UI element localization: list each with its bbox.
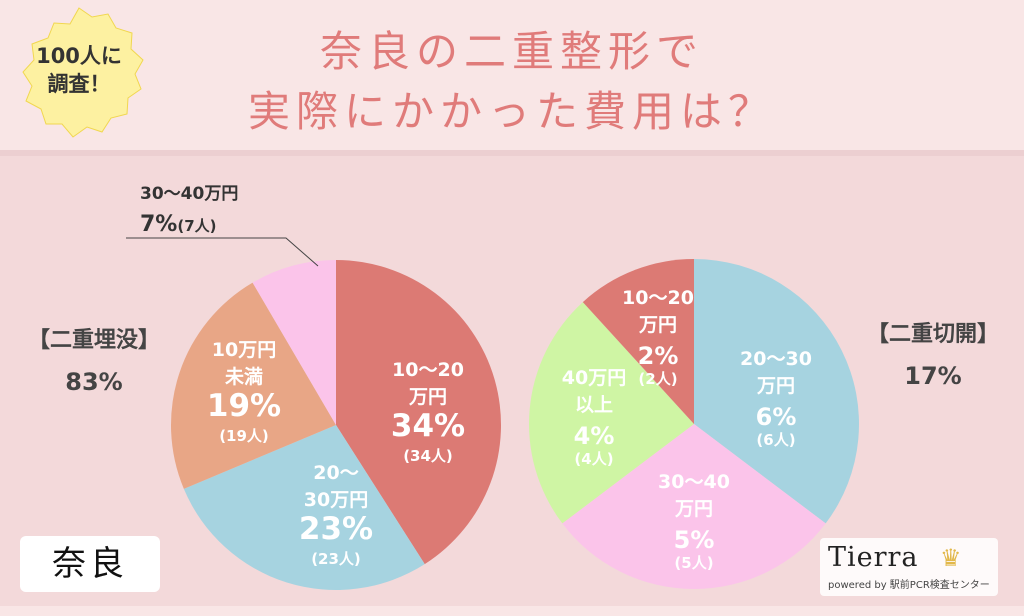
pie2-slice-3-label: 40万円以上 4% (4人) [562,367,626,468]
callout-label: 30〜40万円 7%(7人) [140,184,238,237]
pie2-slice-4 [582,259,694,424]
header-band [0,0,1024,150]
pie1-slice-1 [336,260,501,565]
pie1-slice-3-label: 10万円未満 19% (19人) [207,339,281,445]
badge-line-2: 調査！ [47,72,111,96]
left-category-label: 【二重埋没】 83% [14,322,174,396]
survey-badge: 100人に 調査！ [20,42,138,98]
pie2-slice-2-label: 30〜40 万円 5% (5人) [658,471,730,572]
pie1-slice-1-label: 10〜20 万円 34% (34人) [391,359,465,465]
left-category-percent: 83% [65,368,123,396]
left-category-name: 【二重埋没】 [27,328,160,353]
pie1-slice-4 [252,260,336,425]
pie1-slice-3 [171,282,336,489]
region-label: 奈良 [20,536,160,592]
logo-subtitle: powered by 駅前PCR検査センター [828,580,990,591]
pie2-slice-4-label: 10〜20 万円 2% (2人) [622,287,694,388]
footer-strip [0,606,1024,616]
badge-burst-icon [22,7,144,138]
right-category-name: 【二重切開】 [866,322,999,347]
pie2-slice-1-label: 20〜30 万円 6% (6人) [740,348,812,449]
chart-panel [0,156,1024,606]
badge-line-1: 100人に [36,44,122,68]
crown-icon: ♛ [940,544,962,572]
pie2-slice-1 [694,259,859,524]
brand-logo: Tierra ♛ powered by 駅前PCR検査センター [820,538,998,596]
page-title-line-1: 奈良の二重整形で [319,27,704,76]
pie2-slice-3 [528,302,694,524]
header-divider [0,150,1024,156]
page-title-line-2: 実際にかかった費用は？ [247,87,776,136]
right-category-percent: 17% [904,362,962,390]
right-category-label: 【二重切開】 17% [848,316,1018,390]
pie1-slice-2 [183,425,425,590]
pie2-slice-2 [562,424,826,589]
callout-leader-line [126,237,319,267]
pie1-slice-2-label: 20〜 30万円 23% (23人) [299,462,373,568]
logo-brand-text: Tierra [828,542,919,573]
